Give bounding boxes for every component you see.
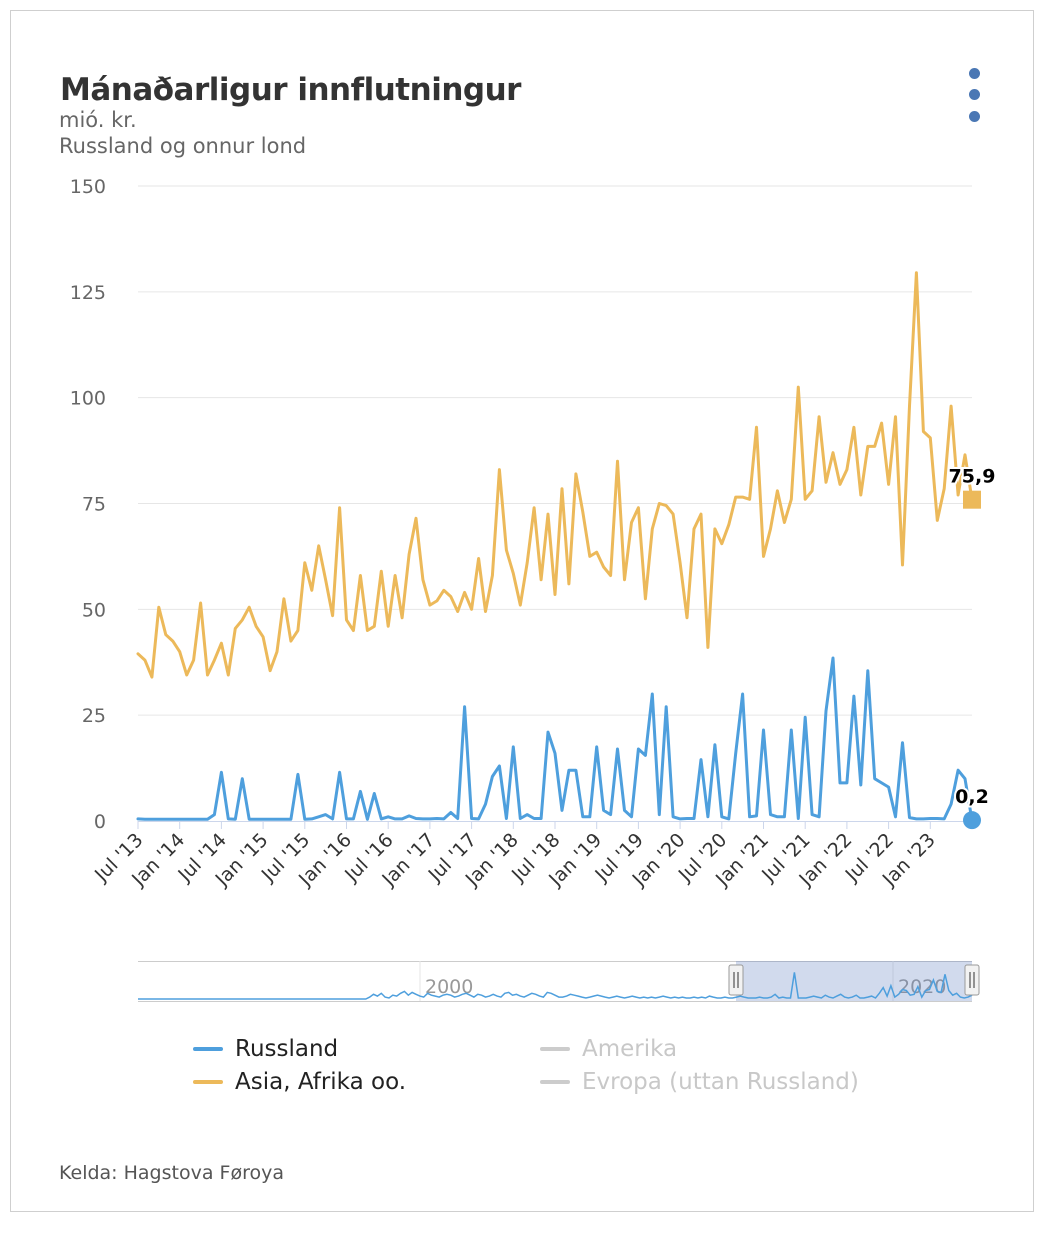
y-tick-label: 50: [82, 599, 106, 621]
legend-label: Evropa (uttan Russland): [582, 1069, 859, 1095]
chart-card: [10, 10, 1034, 1212]
series-line-asia-afrika: [136, 271, 974, 679]
y-grid: [138, 185, 972, 716]
y-tick-label: 25: [82, 705, 106, 727]
chart-subtitle: Russland og onnur lond: [59, 134, 307, 158]
chart-menu-button[interactable]: [962, 56, 988, 122]
navigator-selected-range: [736, 961, 972, 1001]
legend-symbol: [540, 1080, 570, 1084]
end-labels: 0,2 75,9: [947, 464, 998, 810]
y-axis-labels: 0 25 50 75 100 125 150: [70, 176, 106, 833]
y-tick-label: 0: [94, 811, 106, 833]
legend-symbol: [193, 1080, 223, 1084]
chart-unit: mió. kr.: [59, 108, 137, 132]
chart-credits: Kelda: Hagstova Føroya: [59, 1162, 284, 1184]
legend-item-evropa[interactable]: Evropa (uttan Russland): [540, 1068, 859, 1096]
legend-symbol: [540, 1047, 570, 1051]
navigator-handle: [964, 964, 980, 996]
end-marker-russland: [963, 811, 981, 830]
legend-symbol: [193, 1047, 223, 1051]
legend-label: Amerika: [582, 1036, 678, 1062]
menu-dot-icon: [969, 89, 980, 100]
series-line-russland: [136, 656, 974, 822]
navigator-series: [138, 972, 973, 1000]
y-tick-label: 75: [82, 494, 106, 516]
legend-label: Russland: [235, 1036, 339, 1062]
y-tick-label: 125: [70, 282, 106, 304]
menu-dot-icon: [969, 68, 980, 79]
navigator-label: 2000: [425, 976, 473, 998]
menu-dot-icon: [969, 111, 980, 122]
legend-item-russland[interactable]: Russland: [193, 1035, 338, 1063]
legend-label: Asia, Afrika oo.: [235, 1069, 407, 1095]
y-tick-label: 100: [70, 388, 106, 410]
legend-item-asia-afrika[interactable]: Asia, Afrika oo.: [193, 1068, 406, 1096]
legend-item-amerika[interactable]: Amerika: [540, 1035, 677, 1063]
end-marker-asia-afrika: [963, 490, 981, 509]
y-tick-label: 150: [70, 176, 106, 198]
data-label: 0,2: [955, 786, 989, 808]
navigator-bg: [138, 961, 972, 1001]
series-layer: [136, 271, 981, 830]
data-label: 75,9: [949, 466, 996, 488]
navigator[interactable]: 20002020: [138, 961, 980, 1002]
chart-title: Mánaðarligur innflutningur: [60, 72, 521, 108]
navigator-handle: [728, 964, 744, 996]
